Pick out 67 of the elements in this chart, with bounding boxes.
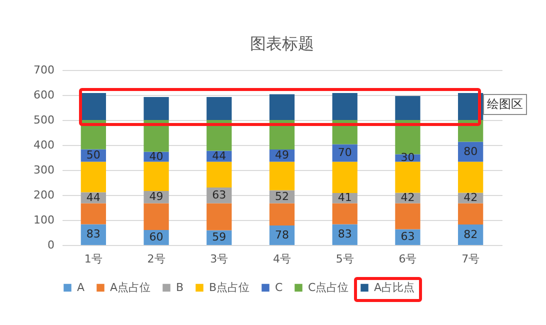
x-tick-label: 4号: [273, 252, 291, 266]
data-label: 63: [400, 230, 415, 244]
bar: [80, 93, 106, 120]
data-label: 63: [212, 188, 226, 202]
data-label: 44: [86, 190, 100, 204]
bar: [332, 203, 358, 224]
legend-label: C: [275, 280, 283, 294]
data-label: 78: [275, 228, 289, 242]
x-tick-label: 3号: [210, 252, 228, 266]
data-label: 30: [400, 151, 415, 164]
x-tick-label: 1号: [84, 252, 102, 266]
legend-label: A: [77, 280, 85, 294]
legend-label: C点占位: [308, 280, 349, 294]
bar: [458, 203, 484, 224]
bar: [269, 94, 295, 120]
data-label: 60: [149, 230, 164, 244]
data-label: 50: [86, 148, 100, 162]
y-tick-label: 500: [34, 114, 54, 126]
bar: [395, 120, 420, 154]
legend-label: A占比点: [374, 280, 415, 294]
data-label: 59: [212, 230, 226, 244]
bar: [395, 162, 420, 193]
bar: [395, 96, 420, 120]
bar: [144, 97, 169, 120]
legend-label: B点占位: [209, 280, 250, 294]
y-tick-label: 400: [34, 138, 54, 152]
data-label: 40: [149, 150, 164, 163]
bar: [395, 203, 420, 230]
y-tick-label: 100: [34, 214, 54, 226]
data-label: 83: [86, 228, 100, 241]
bar: [206, 162, 232, 188]
data-label: 41: [338, 191, 352, 204]
chart-title: 图表标题: [250, 34, 314, 53]
bar: [206, 203, 232, 230]
legend-label: B: [176, 280, 184, 294]
data-label: 82: [464, 228, 478, 241]
bar: [458, 162, 484, 193]
y-tick-label: 600: [34, 88, 54, 102]
data-label: 42: [464, 191, 478, 204]
bar: [332, 162, 358, 193]
bar: [206, 97, 232, 120]
x-tick-label: 2号: [147, 252, 166, 266]
bar: [332, 93, 358, 120]
data-label: 49: [275, 148, 289, 162]
x-tick-label: 7号: [462, 252, 480, 266]
y-tick-label: 700: [34, 64, 54, 76]
bar: [144, 162, 169, 191]
legend-label: A点占位: [110, 280, 151, 294]
annotation: 绘图区: [483, 94, 527, 115]
bar: [269, 162, 295, 190]
data-label: 49: [149, 190, 164, 204]
x-tick-label: 6号: [398, 252, 417, 266]
data-label: 80: [464, 144, 478, 158]
x-tick-label: 5号: [336, 252, 354, 266]
data-label: 42: [400, 191, 415, 204]
data-label: 70: [338, 146, 352, 159]
data-label: 44: [212, 149, 226, 162]
bar: [144, 203, 169, 230]
data-label: 83: [338, 228, 352, 241]
bar: [144, 120, 169, 152]
bar: [269, 203, 295, 226]
data-label: 52: [275, 190, 289, 203]
y-tick-label: 300: [34, 164, 54, 176]
bar: [80, 162, 106, 192]
y-tick-label: 0: [48, 238, 54, 252]
y-tick-label: 200: [34, 188, 54, 202]
bar: [80, 203, 106, 224]
